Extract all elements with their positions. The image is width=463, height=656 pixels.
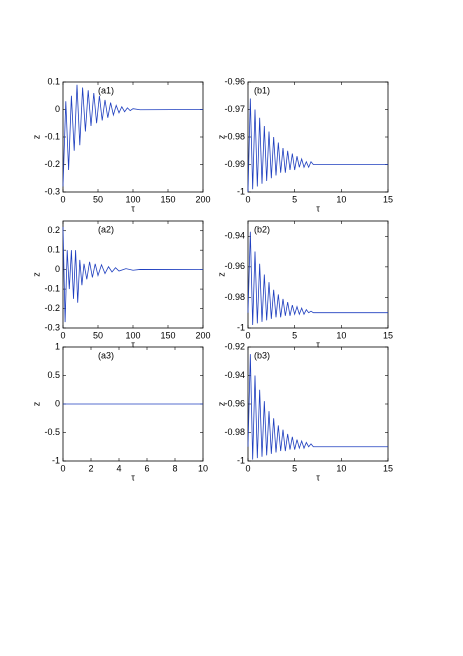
x-tick-label: 50 <box>93 194 103 204</box>
panel-label: (b2) <box>254 224 270 234</box>
y-tick-label: -0.92 <box>224 341 245 351</box>
x-tick-label: 10 <box>336 194 346 204</box>
y-tick-label: -0.1 <box>44 283 60 293</box>
y-tick-label: -0.2 <box>44 159 60 169</box>
y-tick-label: -0.2 <box>44 303 60 313</box>
y-tick-label: -0.96 <box>224 261 245 271</box>
panel-label: (a3) <box>98 350 114 360</box>
x-axis-label: τ <box>316 339 320 349</box>
plot-frame <box>62 81 204 193</box>
data-line <box>62 84 204 187</box>
panel-label: (a2) <box>98 224 114 234</box>
x-axis-label: τ <box>316 203 320 213</box>
x-tick-label: 100 <box>125 330 140 340</box>
x-tick-label: 200 <box>195 194 210 204</box>
y-tick-label: -0.94 <box>224 231 245 241</box>
y-tick-label: -0.97 <box>224 104 245 114</box>
x-tick-label: 0 <box>60 194 65 204</box>
y-tick-label: -1 <box>237 186 245 196</box>
x-tick-label: 8 <box>172 463 177 473</box>
y-tick-label: -0.94 <box>224 370 245 380</box>
x-tick-label: 6 <box>144 463 149 473</box>
x-tick-label: 0 <box>245 330 250 340</box>
plot-frame <box>247 346 389 462</box>
plot-frame <box>247 220 389 329</box>
x-tick-label: 4 <box>116 463 121 473</box>
x-axis-label: τ <box>316 472 320 482</box>
y-tick-label: -1 <box>237 322 245 332</box>
y-axis-label: z <box>216 134 226 139</box>
y-axis-label: z <box>31 272 41 277</box>
data-line <box>247 354 388 460</box>
x-tick-label: 10 <box>198 463 208 473</box>
y-tick-label: 0.1 <box>47 245 60 255</box>
y-tick-label: -0.3 <box>44 186 60 196</box>
y-tick-label: -0.98 <box>224 131 245 141</box>
x-tick-label: 0 <box>60 463 65 473</box>
panel-label: (b1) <box>254 85 270 95</box>
y-tick-label: -0.5 <box>44 427 60 437</box>
y-tick-label: -1 <box>52 455 60 465</box>
y-tick-label: 1 <box>55 341 60 351</box>
y-tick-label: -0.98 <box>224 427 245 437</box>
x-tick-label: 10 <box>336 330 346 340</box>
x-tick-label: 5 <box>292 463 297 473</box>
x-tick-label: 15 <box>383 330 393 340</box>
y-tick-label: -0.96 <box>224 76 245 86</box>
x-tick-label: 150 <box>160 194 175 204</box>
x-tick-label: 5 <box>292 194 297 204</box>
x-tick-label: 0 <box>245 463 250 473</box>
plot-frame <box>62 220 204 329</box>
x-tick-label: 2 <box>88 463 93 473</box>
data-line <box>247 98 388 193</box>
y-tick-label: -0.98 <box>224 292 245 302</box>
y-tick-label: 0.5 <box>47 370 60 380</box>
x-tick-label: 50 <box>93 330 103 340</box>
x-axis-label: τ <box>131 203 135 213</box>
x-tick-label: 15 <box>383 463 393 473</box>
panel-label: (b3) <box>254 350 270 360</box>
data-line <box>247 231 388 325</box>
y-tick-label: 0 <box>55 104 60 114</box>
panel-label: (a1) <box>98 85 114 95</box>
y-tick-label: -0.1 <box>44 131 60 141</box>
x-axis-label: τ <box>131 472 135 482</box>
x-tick-label: 0 <box>245 194 250 204</box>
y-axis-label: z <box>216 272 226 277</box>
y-tick-label: -0.96 <box>224 398 245 408</box>
y-tick-label: 0.2 <box>47 225 60 235</box>
y-tick-label: 0 <box>55 398 60 408</box>
y-tick-label: 0.1 <box>47 76 60 86</box>
y-axis-label: z <box>31 134 41 139</box>
x-axis-label: τ <box>131 339 135 349</box>
y-tick-label: 0 <box>55 264 60 274</box>
y-tick-label: -0.99 <box>224 159 245 169</box>
x-tick-label: 10 <box>336 463 346 473</box>
y-axis-label: z <box>216 401 226 406</box>
x-tick-label: 150 <box>160 330 175 340</box>
y-axis-label: z <box>31 401 41 406</box>
data-line <box>62 226 204 323</box>
y-tick-label: -1 <box>237 455 245 465</box>
x-tick-label: 100 <box>125 194 140 204</box>
y-tick-label: -0.3 <box>44 322 60 332</box>
x-tick-label: 200 <box>195 330 210 340</box>
x-tick-label: 5 <box>292 330 297 340</box>
x-tick-label: 0 <box>60 330 65 340</box>
x-tick-label: 15 <box>383 194 393 204</box>
